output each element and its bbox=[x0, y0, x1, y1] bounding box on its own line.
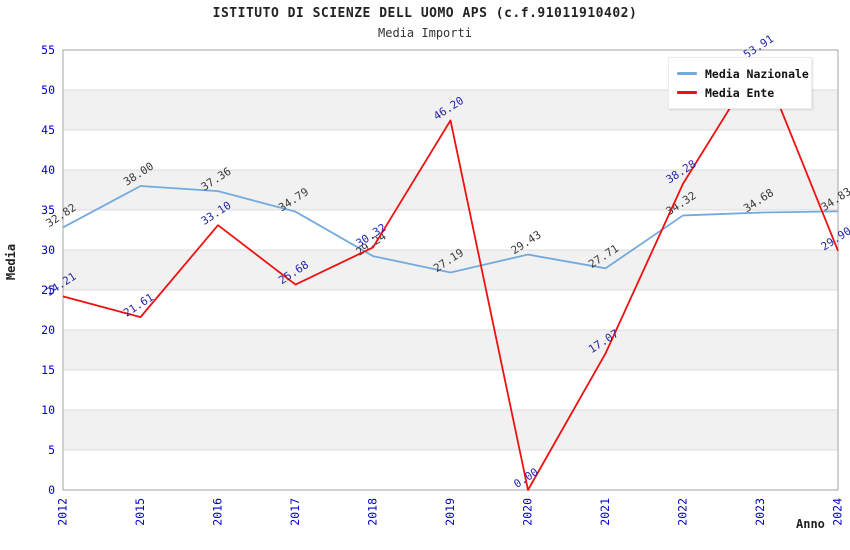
x-axis-title: Anno bbox=[796, 517, 825, 531]
point-label: 29.90 bbox=[819, 224, 850, 253]
x-tick-label: 2021 bbox=[598, 498, 612, 526]
chart-title: ISTITUTO DI SCIENZE DELL UOMO APS (c.f.9… bbox=[212, 6, 638, 21]
x-tick-label: 2012 bbox=[56, 498, 70, 526]
legend: Media Nazionale Media Ente bbox=[668, 57, 812, 109]
y-tick-label: 35 bbox=[41, 203, 55, 217]
x-tick-label: 2020 bbox=[521, 498, 535, 526]
legend-item-media-nazionale: Media Nazionale bbox=[677, 64, 809, 83]
y-tick-label: 5 bbox=[48, 443, 55, 457]
y-tick-label: 25 bbox=[41, 283, 55, 297]
point-label: 0.00 bbox=[511, 465, 540, 490]
y-tick-label: 10 bbox=[41, 403, 55, 417]
chart-subtitle: Media Importi bbox=[378, 26, 472, 40]
plot-band bbox=[63, 170, 838, 210]
x-tick-label: 2017 bbox=[288, 498, 302, 526]
media-ente-line-swatch bbox=[677, 91, 697, 94]
plot-band bbox=[63, 330, 838, 370]
x-tick-label: 2023 bbox=[753, 498, 767, 526]
media-nazionale-line-swatch bbox=[677, 72, 697, 75]
series-line-media-ente bbox=[62, 57, 839, 491]
x-tick-label: 2018 bbox=[366, 498, 380, 526]
y-tick-label: 50 bbox=[41, 83, 55, 97]
y-tick-label: 0 bbox=[48, 483, 55, 497]
plot-frame bbox=[62, 49, 839, 491]
x-tick-label: 2015 bbox=[133, 498, 147, 526]
series-line-media-nazionale bbox=[62, 185, 839, 274]
legend-label-media-nazionale: Media Nazionale bbox=[705, 66, 809, 81]
y-tick-label: 30 bbox=[41, 243, 55, 257]
y-tick-label: 20 bbox=[41, 323, 55, 337]
legend-label-media-ente: Media Ente bbox=[705, 85, 775, 100]
y-tick-label: 15 bbox=[41, 363, 55, 377]
x-tick-label: 2019 bbox=[443, 498, 457, 526]
legend-item-media-ente: Media Ente bbox=[677, 83, 803, 102]
x-tick-label: 2022 bbox=[676, 498, 690, 526]
y-tick-label: 55 bbox=[41, 43, 55, 57]
x-tick-label: 2024 bbox=[831, 498, 845, 526]
y-axis-title: Media bbox=[4, 243, 18, 281]
y-tick-label: 45 bbox=[41, 123, 55, 137]
plot-band bbox=[63, 410, 838, 450]
x-tick-label: 2016 bbox=[211, 498, 225, 526]
y-tick-label: 40 bbox=[41, 163, 55, 177]
